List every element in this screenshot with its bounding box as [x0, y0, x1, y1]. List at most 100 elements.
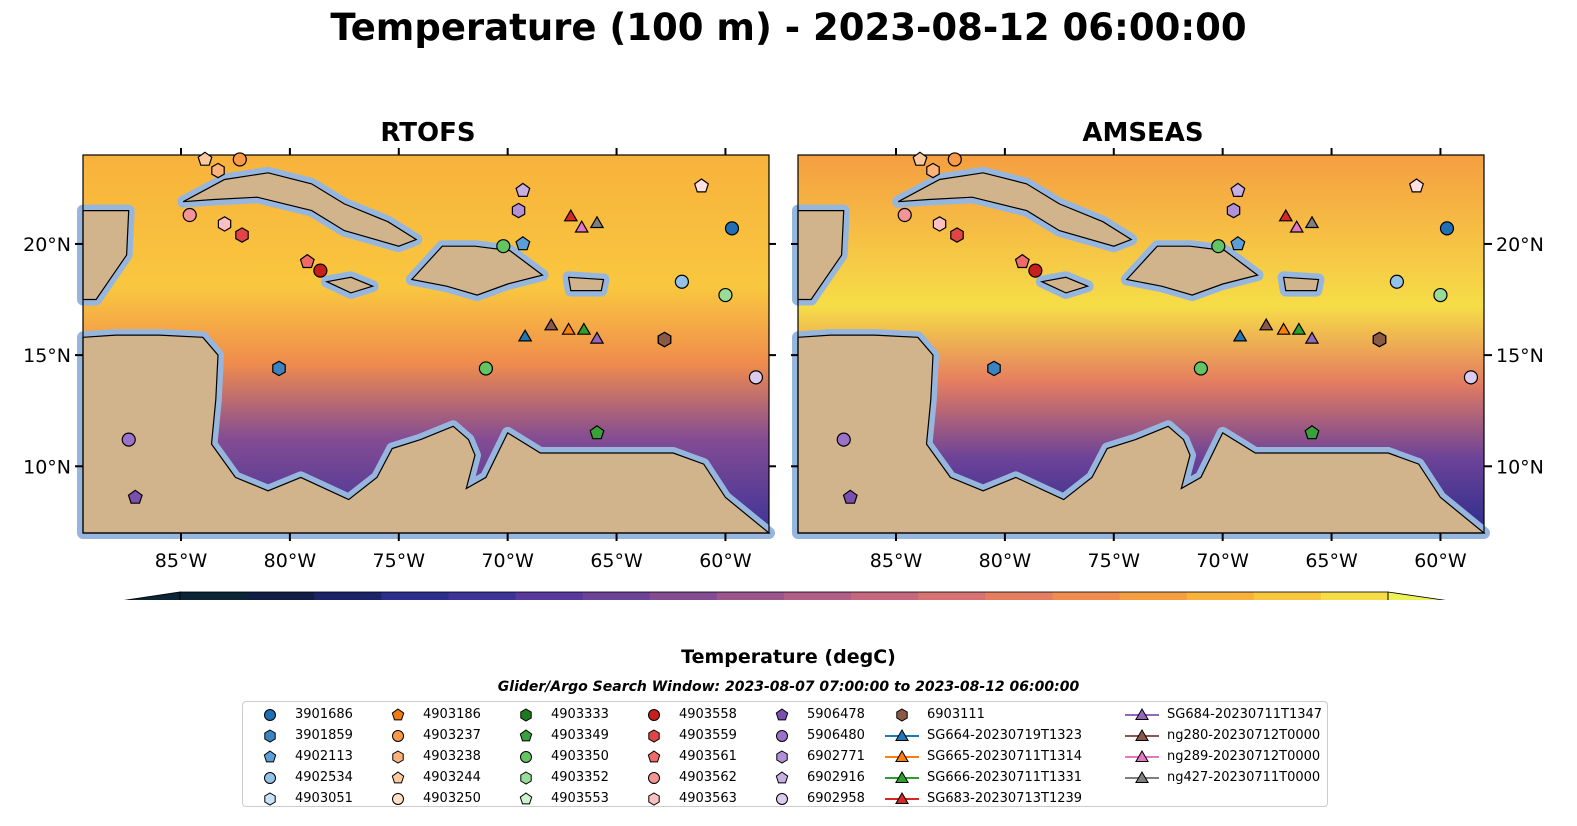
land-mass [1282, 276, 1320, 292]
legend-item: 4902534 [251, 767, 353, 788]
legend-item-label: 4903237 [423, 728, 481, 743]
land-mass [324, 276, 375, 294]
legend-marker-icon [392, 792, 404, 805]
legend-item-label: 4903562 [679, 770, 737, 785]
legend-marker-icon [648, 728, 660, 743]
colorbar-segment [784, 592, 852, 600]
land-mass [82, 334, 771, 534]
legend-marker-icon [519, 728, 533, 741]
station-marker [1232, 329, 1248, 342]
station-marker [511, 202, 526, 219]
lon-tick-label: 60°W [699, 550, 752, 572]
station-marker [478, 361, 493, 376]
station-marker [299, 253, 315, 269]
legend-column: 5906478 5906480 6902771 6902916 6902958 [763, 704, 865, 809]
legend-marker-icon [885, 791, 919, 804]
legend-item: 5906478 [763, 704, 865, 725]
legend-marker-icon [776, 729, 788, 742]
legend-marker-icon [1125, 749, 1159, 762]
lon-tick-label: 75°W [373, 550, 426, 572]
legend-item-label: 5906480 [807, 728, 865, 743]
land-mass [797, 334, 1486, 534]
station-marker [576, 322, 592, 335]
station-marker [272, 360, 286, 377]
legend-item: 4903352 [507, 767, 609, 788]
legend-item-label: 4903186 [423, 707, 481, 722]
legend-item: 3901859 [251, 725, 353, 746]
legend-item-label: 4903553 [551, 791, 609, 806]
legend-marker-icon [391, 707, 405, 720]
station-marker [1226, 202, 1241, 219]
legend-item-label: 3901686 [295, 707, 353, 722]
colorbar-segment [1320, 592, 1389, 600]
station-marker [1439, 221, 1455, 236]
legend-item-label: ng280-20230712T0000 [1167, 728, 1321, 743]
legend-marker-icon [885, 749, 919, 762]
legend-item-label: SG666-20230711T1331 [927, 770, 1083, 785]
legend-item-label: 6902916 [807, 770, 865, 785]
station-marker [313, 263, 328, 278]
legend-item-label: SG684-20230711T1347 [1167, 707, 1323, 722]
colorbar-segment [851, 592, 919, 600]
legend-item: 4902113 [251, 746, 353, 767]
station-marker [950, 227, 964, 243]
panel-title-rtofs: RTOFS [380, 118, 476, 148]
lon-tick-label: 65°W [590, 550, 643, 572]
legend-marker-icon [1125, 770, 1159, 783]
legend-item: 4903561 [635, 746, 737, 767]
station-marker [1304, 215, 1320, 229]
colorbar-segment [180, 592, 248, 600]
legend-marker-icon [1125, 707, 1159, 720]
station-marker [589, 425, 605, 440]
station-marker [1014, 253, 1030, 269]
colorbar-segment [582, 592, 651, 600]
legend-marker-icon [391, 770, 405, 783]
station-marker [842, 489, 858, 504]
legend-item-label: 4903563 [679, 791, 737, 806]
legend-column: 4903558 4903559 4903561 4903562 4903563 [635, 704, 737, 809]
legend-item: 4903186 [379, 704, 481, 725]
station-marker [947, 152, 962, 167]
legend-item: 4903349 [507, 725, 609, 746]
lat-tick-label: 10°N [23, 456, 71, 478]
legend-column: 3901686 3901859 4902113 4902534 4903051 [251, 704, 353, 809]
legend-column: 6903111 SG664-20230719T1323 SG665-20230711… [883, 704, 1082, 809]
legend-item-label: 4903559 [679, 728, 737, 743]
legend-item-label: 6902771 [807, 749, 865, 764]
station-marker [724, 221, 740, 236]
legend-item-label: SG664-20230719T1323 [927, 728, 1083, 743]
station-marker [1230, 182, 1246, 197]
legend-item: 4903250 [379, 788, 481, 809]
station-marker [232, 152, 247, 167]
station-marker [515, 236, 531, 251]
legend-marker-icon [647, 749, 661, 762]
station-marker [1276, 322, 1291, 335]
legend-item: 6902958 [763, 788, 865, 809]
lat-tick-label: 20°N [1496, 234, 1544, 256]
legend-marker-icon [648, 708, 660, 721]
lon-tick-label: 80°W [264, 550, 317, 572]
colorbar-segment [247, 592, 315, 600]
legend-marker-icon [264, 728, 276, 743]
legend-item-label: ng289-20230712T0000 [1167, 749, 1321, 764]
legend-marker-icon [520, 750, 532, 763]
legend-item-label: 4903250 [423, 791, 481, 806]
legend-item-label: 3901859 [295, 728, 353, 743]
legend-column: SG684-20230711T1347 ng280-20230712T0000 ng… [1123, 704, 1322, 788]
lon-tick-label: 75°W [1088, 550, 1141, 572]
station-marker [1291, 322, 1307, 335]
station-marker [987, 360, 1001, 377]
legend-item: 4903553 [507, 788, 609, 809]
lon-tick-label: 70°W [481, 550, 534, 572]
colorbar-segment [918, 592, 986, 600]
station-marker [897, 207, 912, 223]
station-marker [932, 216, 947, 232]
station-marker [1258, 317, 1274, 331]
colorbar-min-extension [123, 591, 181, 600]
legend-item: SG664-20230719T1323 [883, 725, 1082, 746]
legend-marker-icon [885, 770, 919, 783]
legend-column: 4903186 4903237 4903238 4903244 4903250 [379, 704, 481, 809]
legend-item-label: 4903561 [679, 749, 737, 764]
colorbar-segment [1253, 592, 1322, 600]
map-panel-amseas: 85°W 80°W 75°W 70°W 65°W 60°W 20°N 15°N 10°N [791, 148, 1544, 572]
